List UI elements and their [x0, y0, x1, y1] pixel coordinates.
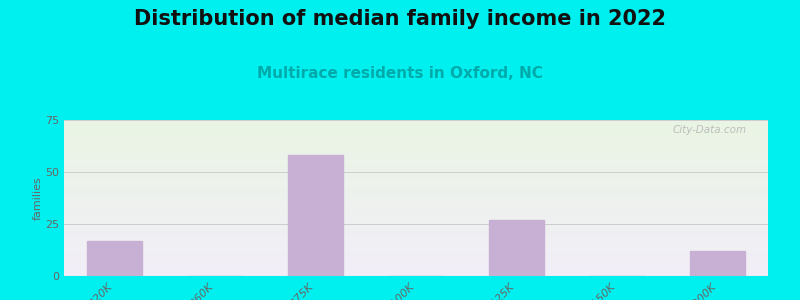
Bar: [86, 241, 142, 276]
Y-axis label: families: families: [32, 176, 42, 220]
Text: Multirace residents in Oxford, NC: Multirace residents in Oxford, NC: [257, 66, 543, 81]
Text: Distribution of median family income in 2022: Distribution of median family income in …: [134, 9, 666, 29]
Bar: [288, 155, 343, 276]
Bar: [690, 251, 746, 276]
Text: City-Data.com: City-Data.com: [673, 125, 747, 135]
Bar: [489, 220, 544, 276]
